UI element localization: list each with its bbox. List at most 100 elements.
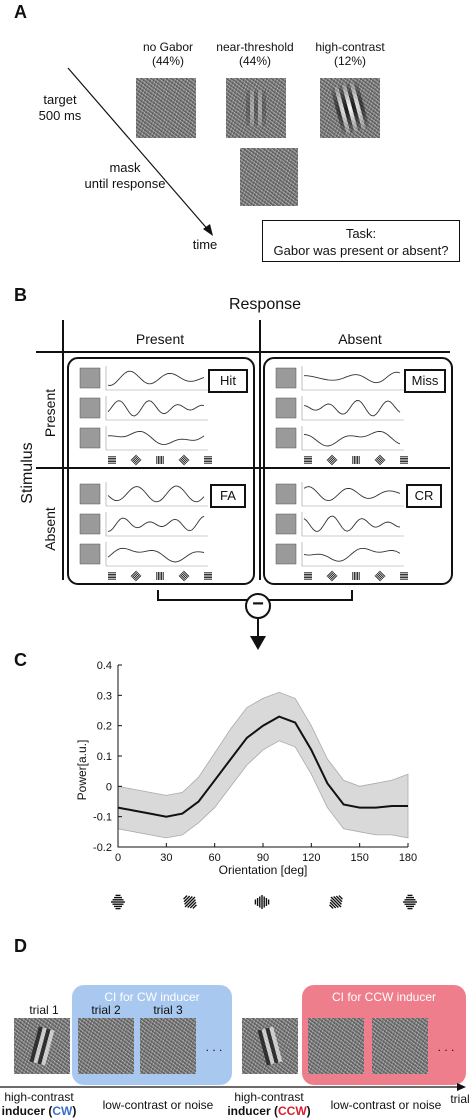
trace-line [304, 371, 401, 384]
orientation-icon [156, 572, 164, 580]
cw-text: CW [52, 1104, 73, 1118]
orientation-icon [204, 572, 212, 580]
y-tick-label: 0.3 [97, 690, 112, 702]
cell-miss-label: Miss [404, 369, 446, 393]
trial-axis-label: trial [450, 1092, 470, 1106]
ccw-inducer-stimulus [242, 1018, 298, 1074]
ccw-trial-a-stimulus [308, 1018, 364, 1074]
stimulus-thumbnail [275, 483, 297, 505]
stimulus-no-gabor [136, 78, 196, 138]
trace-axis [105, 482, 208, 507]
column-absent: Absent [338, 331, 382, 347]
cell-fa-label: FA [210, 484, 246, 508]
orientation-icon [108, 572, 116, 580]
orientation-gabor-row [111, 894, 417, 910]
gabor-orientation-icon [111, 894, 125, 910]
ellipsis-ccw: . . . [437, 1040, 455, 1054]
trace-axis [301, 396, 404, 421]
x-tick-label: 90 [257, 852, 269, 864]
stimulus-thumbnail [79, 513, 101, 535]
trace-line [303, 486, 401, 502]
orientation-icon [400, 456, 408, 464]
trace-axis [301, 512, 404, 537]
time-arrow [67, 67, 213, 236]
stim-pct: (44%) [151, 54, 184, 68]
y-tick-label: -0.2 [93, 842, 112, 854]
gabor-orientation-icon [403, 894, 417, 910]
stimulus-thumbnail [79, 367, 101, 389]
x-tick-label: 60 [209, 852, 221, 864]
trial-3-stimulus [140, 1018, 196, 1074]
gabor-ccw-icon [257, 1026, 283, 1066]
stim-pct: (44%) [238, 54, 271, 68]
target-text: target [43, 92, 77, 107]
trace-axis [105, 512, 208, 537]
x-axis-label: Orientation [deg] [219, 863, 308, 877]
trace-axis [301, 542, 404, 567]
hc-label: high-contrast [4, 1090, 74, 1104]
gabor-tilted-icon [330, 81, 370, 135]
gabor-orientation-icon [183, 895, 197, 909]
trace-line [107, 430, 205, 446]
trial-axis-arrow [0, 1083, 466, 1091]
stimulus-thumbnail [275, 367, 297, 389]
trial-1-label: trial 1 [29, 1003, 59, 1017]
cell-hit-label: Hit [208, 369, 248, 393]
mask-text: mask [109, 160, 141, 175]
orientation-icon [130, 454, 142, 466]
stimulus-high-contrast [320, 78, 380, 138]
mean-power-line [117, 715, 408, 818]
minus-symbol: − [252, 593, 264, 615]
orientation-icon [156, 456, 164, 464]
orientation-icon [178, 570, 190, 582]
ellipsis-cw: . . . [205, 1040, 223, 1054]
stimulus-thumbnail [275, 427, 297, 449]
cw-low-caption: low-contrast or noise [102, 1098, 214, 1112]
x-tick-label: 150 [350, 852, 368, 864]
trace-axis [301, 366, 404, 391]
trace-line [303, 400, 401, 417]
ccw-text: CCW [278, 1104, 307, 1118]
trace-line [107, 547, 205, 563]
ccw-inducer-caption: high-contrast inducer (CCW) [226, 1090, 312, 1118]
stimulus-thumbnail [79, 483, 101, 505]
trace-line [107, 515, 205, 532]
x-tick-label: 30 [160, 852, 172, 864]
x-tick-label: 120 [302, 852, 320, 864]
task-box: Task: Gabor was present or absent? [262, 220, 460, 262]
stim-name: high-contrast [315, 40, 385, 54]
trace-axis [301, 482, 404, 507]
orientation-icon [304, 572, 312, 580]
ci-ccw-label: CI for CCW inducer [331, 990, 437, 1004]
orientation-icon [130, 570, 142, 582]
trial-2-stimulus [78, 1018, 134, 1074]
trace-line [303, 515, 401, 532]
panel-d-letter: D [14, 936, 27, 956]
trace-line [107, 370, 205, 386]
trace-axis [105, 426, 208, 451]
inducer-line: inducer (CW) [1, 1104, 77, 1118]
ccw-trial-b-stimulus [372, 1018, 428, 1074]
gabor-vertical-icon [246, 90, 266, 126]
power-chart: 0.40.30.20.10-0.1-0.20 30 60 90 120 150 180Ori… [75, 660, 417, 877]
hc-label: high-contrast [234, 1090, 304, 1104]
orientation-icon [374, 454, 386, 466]
panel-c-letter: C [14, 650, 27, 670]
trace-line [303, 430, 401, 447]
stimulus-thumbnail [275, 513, 297, 535]
stimulus-thumbnail [79, 427, 101, 449]
stimulus-thumbnail [275, 397, 297, 419]
gabor-orientation-icon [329, 895, 343, 909]
stimulus-thumbnail [79, 543, 101, 565]
stim-label-high-contrast: high-contrast (12%) [305, 40, 395, 68]
orientation-icon [400, 572, 408, 580]
gabor-cw-icon [29, 1026, 55, 1066]
stim-label-near-threshold: near-threshold (44%) [210, 40, 300, 68]
x-tick-label: 180 [399, 852, 417, 864]
ci-cw-label: CI for CW inducer [104, 990, 200, 1004]
y-axis-label: Power[a.u.] [75, 740, 89, 801]
stim-name: near-threshold [216, 40, 294, 54]
task-text: Gabor was present or absent? [273, 243, 449, 258]
mask-duration: until response [84, 176, 166, 191]
panel-a-letter: A [14, 2, 27, 22]
